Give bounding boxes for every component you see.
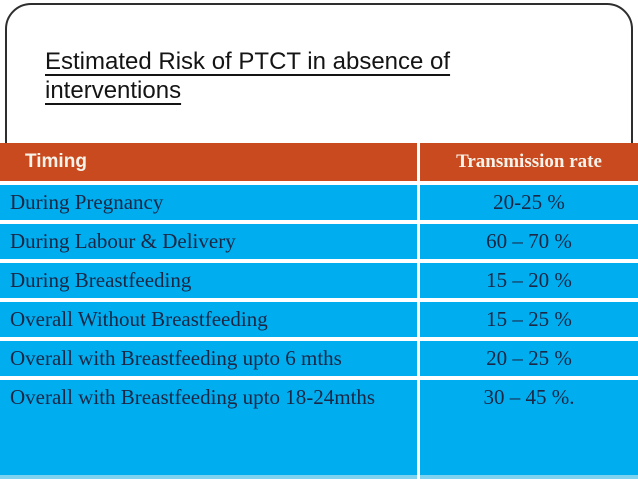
- table-row: During Pregnancy 20-25 %: [0, 185, 638, 220]
- table-header-row: Timing Transmission rate: [0, 143, 638, 181]
- slide-title-line2: interventions: [45, 77, 182, 104]
- risk-table: Timing Transmission rate During Pregnanc…: [0, 143, 638, 479]
- table-row: Overall Without Breastfeeding 15 – 25 %: [0, 302, 638, 337]
- slide-title: Estimated Risk of PTCT in absence of int…: [45, 47, 450, 105]
- table-row: Overall with Breastfeeding upto 6 mths 2…: [0, 341, 638, 376]
- row-timing: During Labour & Delivery: [10, 229, 236, 253]
- row-rate: 15 – 25 %: [417, 302, 638, 337]
- header-cell-timing: Timing: [25, 151, 87, 172]
- row-rate: 60 – 70 %: [417, 224, 638, 259]
- header-cell-transmission-rate: Transmission rate: [417, 143, 638, 181]
- table-row: During Labour & Delivery 60 – 70 %: [0, 224, 638, 259]
- row-timing: Overall with Breastfeeding upto 6 mths: [10, 346, 342, 370]
- row-timing: During Breastfeeding: [10, 268, 192, 292]
- table-row: During Breastfeeding 15 – 20 %: [0, 263, 638, 298]
- row-rate: 30 – 45 %.: [417, 380, 638, 475]
- row-timing: Overall Without Breastfeeding: [10, 307, 268, 331]
- table-bottom-strip: [0, 475, 638, 479]
- row-timing: During Pregnancy: [10, 190, 164, 214]
- slide-title-line1: Estimated Risk of PTCT in absence of: [45, 48, 451, 75]
- row-rate: 20-25 %: [417, 185, 638, 220]
- row-rate: 15 – 20 %: [417, 263, 638, 298]
- row-timing: Overall with Breastfeeding upto 18-24mth…: [10, 385, 376, 409]
- table-row: Overall with Breastfeeding upto 18-24mth…: [0, 380, 638, 475]
- row-rate: 20 – 25 %: [417, 341, 638, 376]
